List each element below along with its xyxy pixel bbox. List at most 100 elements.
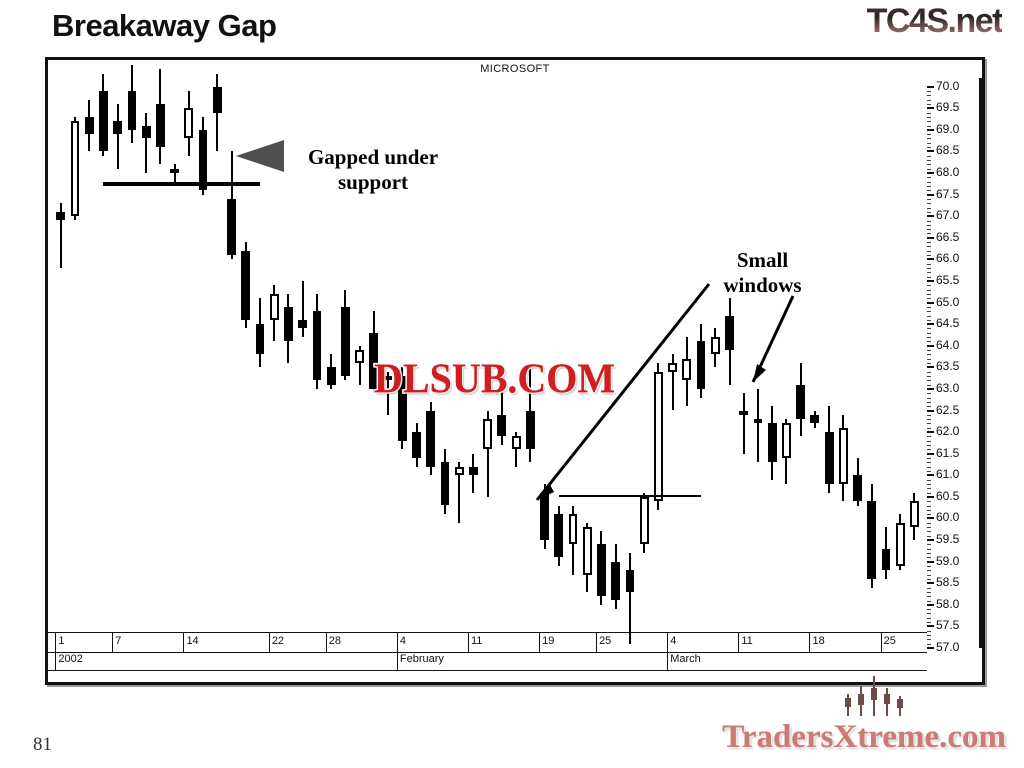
y-axis-major-tick <box>927 85 934 88</box>
candle-body-down <box>767 423 777 463</box>
candle-body-down <box>284 306 293 342</box>
y-axis-minor-tick <box>927 419 931 421</box>
y-axis-minor-tick <box>927 509 931 511</box>
y-axis-tick-label: 58.5 <box>936 575 960 590</box>
candlestick <box>84 78 94 648</box>
y-axis-minor-tick <box>927 160 931 162</box>
candle-wick <box>59 203 62 268</box>
candle-body-down <box>696 341 706 389</box>
candlestick <box>910 78 919 648</box>
candlestick <box>767 78 777 648</box>
gapped-under-support-arrow-icon <box>236 140 284 172</box>
candlestick <box>454 78 464 648</box>
candle-body-down <box>340 306 350 376</box>
y-axis-minor-tick <box>927 90 931 92</box>
candlestick <box>312 78 322 648</box>
candlestick <box>113 78 123 648</box>
y-axis-minor-tick <box>927 423 931 425</box>
y-axis-major-tick <box>927 193 934 196</box>
y-axis-rule <box>979 78 982 648</box>
tradersxtreme-watermark-outline: TradersXtreme.com <box>721 718 1008 757</box>
candlestick <box>141 78 151 648</box>
y-axis-minor-tick <box>927 190 931 192</box>
y-axis-minor-tick <box>927 613 931 615</box>
candlestick <box>426 78 436 648</box>
x-axis-day-tick-text: 4 <box>670 635 677 647</box>
y-axis-major-tick <box>927 107 934 110</box>
y-axis-tick-label: 63.0 <box>936 380 960 395</box>
y-axis-minor-tick <box>927 535 931 537</box>
y-axis-major-tick <box>927 236 934 239</box>
y-axis-minor-tick <box>927 643 931 645</box>
y-axis-minor-tick <box>927 375 931 377</box>
candlestick <box>212 73 222 648</box>
y-axis-minor-tick <box>927 570 931 572</box>
page-title: Breakaway Gap <box>52 8 277 43</box>
y-axis-minor-tick <box>927 298 931 300</box>
y-axis-minor-tick <box>927 250 931 252</box>
y-axis-minor-tick <box>927 272 931 274</box>
x-axis-day-tick-text: 22 <box>271 635 285 647</box>
candle-decor-3 <box>871 676 877 716</box>
x-axis-month-tick: 2002 <box>55 651 83 670</box>
candle-body-up <box>739 410 749 415</box>
y-axis-minor-tick <box>927 121 931 123</box>
y-axis-major-tick <box>927 387 934 390</box>
y-axis-tick-label: 66.0 <box>936 251 960 266</box>
candlestick <box>739 78 749 648</box>
candlestick <box>568 78 578 648</box>
candle-wick <box>145 112 148 173</box>
candle-body-up <box>582 527 592 575</box>
candle-body-down <box>881 548 891 571</box>
candlestick <box>469 78 478 648</box>
x-axis-day-tick: 1 <box>55 633 65 652</box>
y-axis-tick-label: 65.5 <box>936 272 960 287</box>
y-axis-minor-tick <box>927 470 931 472</box>
y-axis-minor-tick <box>927 548 931 550</box>
candlestick <box>326 78 336 648</box>
y-axis-minor-tick <box>927 293 931 295</box>
x-axis-day-tick-text: 4 <box>399 635 406 647</box>
y-axis-minor-tick <box>927 164 931 166</box>
candle-body-down <box>141 125 151 139</box>
y-axis-tick-label: 60.5 <box>936 488 960 503</box>
page-number: 81 <box>33 734 52 755</box>
annotation-gapped-under-support: Gapped under support <box>288 145 458 195</box>
candle-body-up <box>895 522 905 566</box>
candle-decor-4 <box>884 688 890 716</box>
x-axis-day-tick: 19 <box>539 633 554 652</box>
y-axis-minor-tick <box>927 531 931 533</box>
candle-body-down <box>540 492 549 541</box>
candle-wick <box>116 103 119 169</box>
candle-wick <box>387 371 390 415</box>
y-axis-tick-label: 65.0 <box>936 294 960 309</box>
candlestick <box>198 78 208 648</box>
y-axis-major-tick <box>927 301 934 304</box>
candlestick <box>284 78 293 648</box>
y-axis-minor-tick <box>927 246 931 248</box>
y-axis-minor-tick <box>927 332 931 334</box>
y-axis-minor-tick <box>927 233 931 235</box>
chart-frame: MICROSOFT 57.0 57.5 58.0 58.5 59.0 59.5 60.0 60… <box>45 57 985 685</box>
y-axis-minor-tick <box>927 449 931 451</box>
y-axis-minor-tick <box>927 397 931 399</box>
y-axis-major-tick <box>927 539 934 542</box>
candle-body-down <box>469 466 478 476</box>
y-axis-tick-label: 57.5 <box>936 618 960 633</box>
y-axis-minor-tick <box>927 635 931 637</box>
candlestick <box>298 78 308 648</box>
y-axis-minor-tick <box>927 544 931 546</box>
candlestick <box>56 78 66 648</box>
x-axis: 1 7 14 22 28 4 11 19 25 4 11 18 25 2002 February March <box>48 632 927 672</box>
candle-body-down <box>312 311 322 381</box>
y-axis-minor-tick <box>927 229 931 231</box>
y-axis-minor-tick <box>927 401 931 403</box>
y-axis-minor-tick <box>927 268 931 269</box>
candle-wick <box>216 73 219 152</box>
candle-body-down <box>155 103 165 148</box>
candle-body-up <box>910 501 919 528</box>
candle-decor-2 <box>858 686 864 716</box>
candle-body-up <box>483 419 493 450</box>
y-axis-tick-label: 69.5 <box>936 100 960 115</box>
candle-wick <box>358 345 361 385</box>
